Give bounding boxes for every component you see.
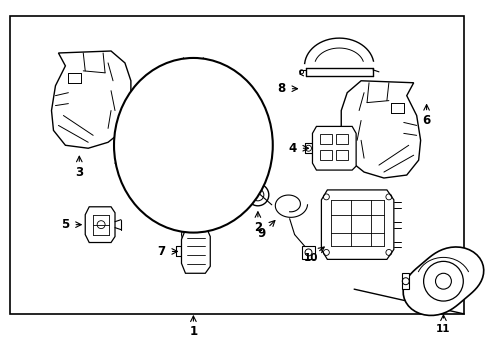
Circle shape xyxy=(246,184,268,206)
Text: 6: 6 xyxy=(422,114,430,127)
Text: 4: 4 xyxy=(288,142,296,155)
Text: 7: 7 xyxy=(157,245,165,258)
Polygon shape xyxy=(181,230,210,273)
Polygon shape xyxy=(162,127,224,167)
Polygon shape xyxy=(336,150,347,160)
Polygon shape xyxy=(312,126,355,170)
Text: 8: 8 xyxy=(277,82,285,95)
Polygon shape xyxy=(120,138,149,168)
Circle shape xyxy=(435,273,450,289)
Polygon shape xyxy=(215,140,221,150)
Text: 2: 2 xyxy=(253,221,262,234)
Polygon shape xyxy=(85,207,115,243)
Polygon shape xyxy=(183,131,203,139)
Ellipse shape xyxy=(114,58,272,233)
Polygon shape xyxy=(321,190,393,260)
Polygon shape xyxy=(341,81,420,178)
Polygon shape xyxy=(401,273,408,289)
Polygon shape xyxy=(165,140,171,150)
Circle shape xyxy=(251,189,264,201)
Text: 3: 3 xyxy=(75,166,83,179)
Polygon shape xyxy=(320,134,332,144)
Polygon shape xyxy=(237,138,266,168)
Text: 11: 11 xyxy=(435,324,450,334)
Bar xyxy=(10,16,463,314)
Polygon shape xyxy=(179,143,207,153)
Polygon shape xyxy=(301,247,315,260)
Polygon shape xyxy=(336,134,347,144)
Text: 10: 10 xyxy=(304,253,318,264)
Polygon shape xyxy=(181,222,205,244)
Circle shape xyxy=(423,261,462,301)
Text: 1: 1 xyxy=(189,325,197,338)
Polygon shape xyxy=(320,150,332,160)
Polygon shape xyxy=(403,247,483,315)
Polygon shape xyxy=(51,51,131,148)
Text: 5: 5 xyxy=(61,218,69,231)
Text: 9: 9 xyxy=(257,227,265,240)
